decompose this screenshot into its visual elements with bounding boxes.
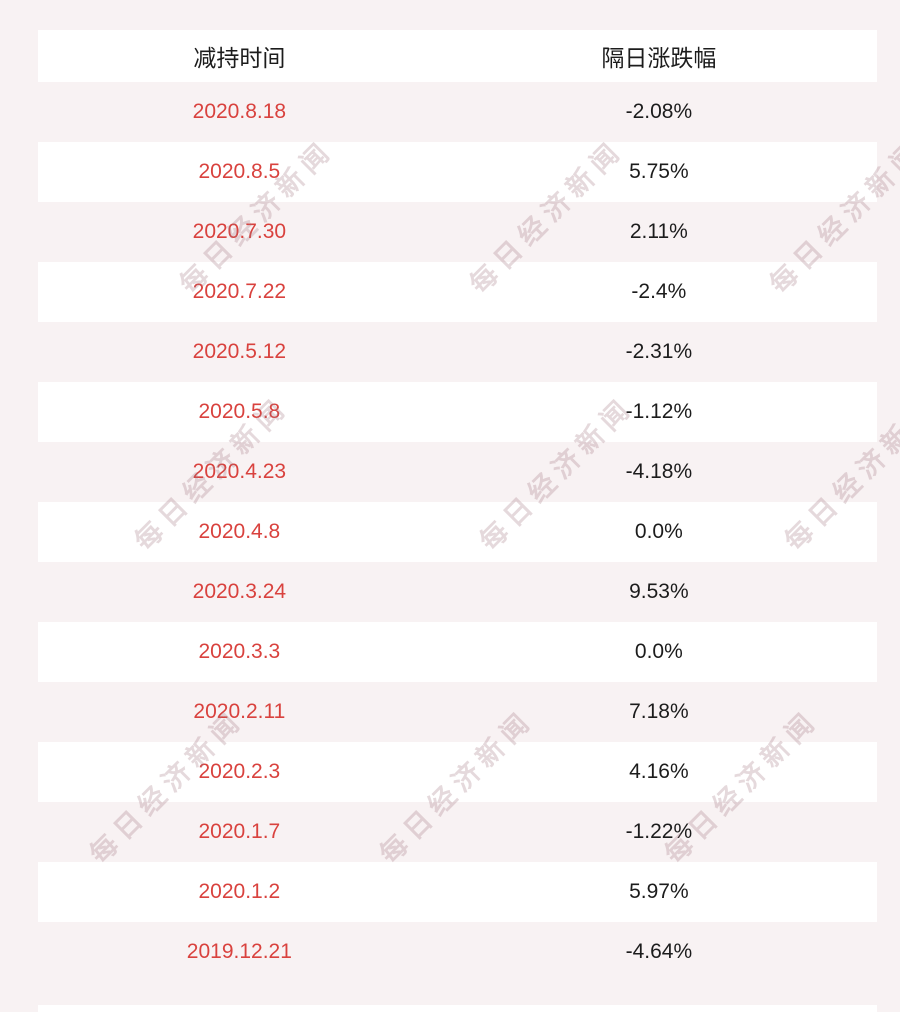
table-row: 2020.1.2 5.97% bbox=[38, 862, 877, 922]
date-cell: 2020.8.5 bbox=[198, 160, 281, 183]
change-cell: 2.11% bbox=[629, 220, 688, 243]
table-row: 2020.4.8 0.0% bbox=[38, 502, 877, 562]
table-row: 2020.4.23 -4.18% bbox=[38, 442, 877, 502]
date-cell: 2020.3.24 bbox=[192, 580, 287, 603]
table-row: 2020.7.30 2.11% bbox=[38, 202, 877, 262]
header-next-day-change: 隔日涨跌幅 bbox=[601, 45, 717, 71]
date-cell: 2020.5.12 bbox=[192, 340, 287, 363]
date-cell: 2020.7.22 bbox=[192, 280, 287, 303]
date-cell: 2020.1.7 bbox=[198, 820, 281, 843]
date-cell: 2020.4.8 bbox=[198, 520, 281, 543]
table-row: 2020.7.22 -2.4% bbox=[38, 262, 877, 322]
change-cell: -4.18% bbox=[625, 460, 693, 483]
table-row: 2020.8.5 5.75% bbox=[38, 142, 877, 202]
change-cell: -4.64% bbox=[625, 940, 693, 963]
change-cell: 0.0% bbox=[634, 520, 683, 543]
change-cell: 0.0% bbox=[634, 640, 683, 663]
date-cell: 2019.12.21 bbox=[186, 940, 292, 963]
date-cell: 2020.5.8 bbox=[198, 400, 281, 423]
table-row: 2020.3.24 9.53% bbox=[38, 562, 877, 622]
change-cell: 7.18% bbox=[629, 700, 689, 723]
date-cell: 2020.2.11 bbox=[193, 700, 286, 723]
table-row: 2020.2.11 7.18% bbox=[38, 682, 877, 742]
table-row: 2020.5.8 -1.12% bbox=[38, 382, 877, 442]
date-cell: 2020.1.2 bbox=[198, 880, 281, 903]
table-bottom-gap bbox=[38, 982, 877, 1005]
date-cell: 2020.8.18 bbox=[192, 100, 287, 123]
change-cell: 9.53% bbox=[629, 580, 689, 603]
table-row: 2020.8.18 -2.08% bbox=[38, 82, 877, 142]
change-cell: -2.08% bbox=[625, 100, 693, 123]
change-cell: -1.22% bbox=[625, 820, 693, 843]
date-cell: 2020.4.23 bbox=[192, 460, 287, 483]
partial-next-row bbox=[38, 1005, 877, 1012]
table-row: 2020.2.3 4.16% bbox=[38, 742, 877, 802]
table-row: 2020.5.12 -2.31% bbox=[38, 322, 877, 382]
change-cell: 5.97% bbox=[629, 880, 689, 903]
table-header-row: 减持时间 隔日涨跌幅 bbox=[38, 30, 877, 82]
date-cell: 2020.2.3 bbox=[198, 760, 281, 783]
table-row: 2020.3.3 0.0% bbox=[38, 622, 877, 682]
date-cell: 2020.3.3 bbox=[198, 640, 281, 663]
date-cell: 2020.7.30 bbox=[192, 220, 287, 243]
table-row: 2020.1.7 -1.22% bbox=[38, 802, 877, 862]
change-cell: -1.12% bbox=[625, 400, 693, 423]
change-cell: -2.4% bbox=[631, 280, 687, 303]
table-body: 2020.8.18 -2.08% 2020.8.5 5.75% 2020.7.30 2.1… bbox=[38, 82, 877, 982]
change-cell: 4.16% bbox=[629, 760, 689, 783]
reduction-table: 减持时间 隔日涨跌幅 2020.8.18 -2.08% 2020.8.5 5.75% 2… bbox=[38, 30, 877, 1012]
change-cell: 5.75% bbox=[629, 160, 689, 183]
header-reduction-date: 减持时间 bbox=[193, 45, 286, 71]
table-row: 2019.12.21 -4.64% bbox=[38, 922, 877, 982]
change-cell: -2.31% bbox=[625, 340, 693, 363]
